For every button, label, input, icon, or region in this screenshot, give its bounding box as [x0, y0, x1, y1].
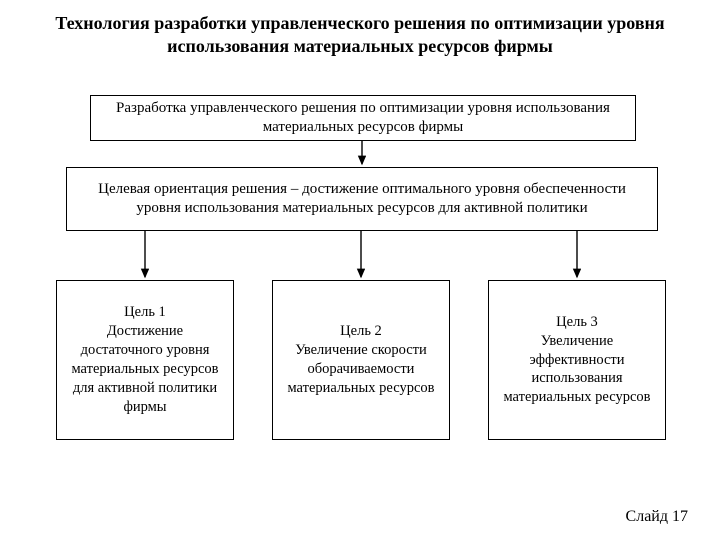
slide-number: Слайд 17: [626, 508, 688, 526]
box-objective: Целевая ориентация решения – достижение …: [66, 167, 658, 231]
goal-2-box: Цель 2Увеличение скорости оборачиваемост…: [272, 280, 450, 440]
flow-arrows: [0, 0, 720, 540]
slide-title: Технология разработки управленческого ре…: [0, 0, 720, 65]
goal-1-box: Цель 1Достижение достаточного уровня мат…: [56, 280, 234, 440]
box-top: Разработка управленческого решения по оп…: [90, 95, 636, 141]
goal-3-box: Цель 3Увеличение эффективности использов…: [488, 280, 666, 440]
